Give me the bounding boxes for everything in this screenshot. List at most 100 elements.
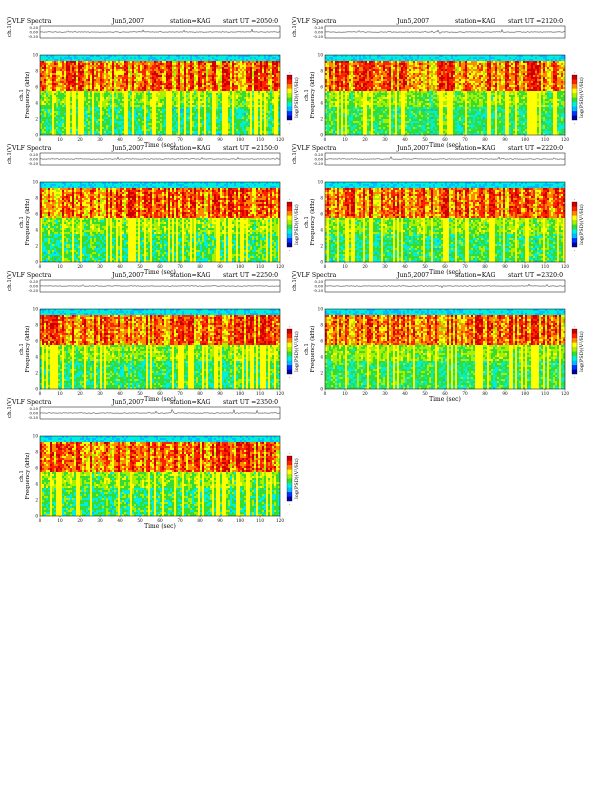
y-tick-label: 2 [320, 244, 323, 249]
x-tick-label: 30 [97, 137, 103, 142]
x-tick-label: 120 [561, 264, 569, 269]
spectrogram [325, 182, 566, 263]
panel-start-ut: start UT =2220:0 [508, 145, 563, 152]
y-tick-label: 2 [35, 117, 38, 122]
waveform-tick-label: 0.20 [315, 25, 324, 30]
x-tick-label: 30 [97, 391, 103, 396]
waveform-tick-label: 0.20 [315, 152, 324, 157]
panel-date: Jun5,2007 [396, 145, 429, 152]
waveform-trace [39, 284, 281, 288]
x-tick-label: 0 [39, 137, 42, 142]
panel-start-ut: start UT =2250:0 [223, 272, 278, 279]
waveform-tick-label: 0.20 [30, 279, 39, 284]
waveform-tick-label: 0.00 [315, 156, 324, 161]
colorbar-low-label: - [574, 248, 576, 253]
panel-start-ut: start UT =2150:0 [223, 145, 278, 152]
y-tick-label: 10 [318, 53, 324, 58]
x-tick-label: 10 [57, 264, 63, 269]
colorbar-high-label: - [289, 451, 291, 456]
waveform-tick-label: -0.20 [313, 161, 323, 166]
waveform-tick-label: -0.20 [28, 161, 38, 166]
x-tick-label: 10 [57, 391, 63, 396]
y-tick-label: 10 [33, 53, 39, 58]
y-tick-label: 4 [35, 482, 38, 487]
colorbar [286, 455, 293, 502]
colorbar [286, 201, 293, 248]
x-tick-label: 50 [137, 391, 143, 396]
spectrogram [325, 55, 566, 136]
waveform-ylabel: ch.1(V) [291, 17, 298, 37]
y-tick-label: 8 [320, 196, 323, 201]
y-tick-label: 4 [35, 101, 38, 106]
x-tick-label: 100 [236, 518, 244, 523]
y-tick-label: 10 [33, 434, 39, 439]
colorbar-low-label: - [574, 121, 576, 126]
x-tick-label: 100 [236, 137, 244, 142]
y-axis-label: Frequency (kHz) [24, 199, 31, 246]
x-axis-label: Time (sec) [144, 523, 176, 530]
x-tick-label: 0 [39, 518, 42, 523]
waveform-ylabel: ch.1(V) [6, 17, 13, 37]
x-tick-label: 100 [236, 391, 244, 396]
x-tick-label: 80 [197, 264, 203, 269]
waveform-ylabel: ch.1(V) [6, 398, 13, 418]
y-tick-label: 0 [35, 387, 38, 392]
x-tick-label: 30 [97, 264, 103, 269]
colorbar-label: log(PSD)(V²/Hz) [293, 458, 300, 499]
panel-start-ut: start UT =2120:0 [508, 18, 563, 25]
x-tick-label: 10 [342, 137, 348, 142]
x-tick-label: 0 [39, 264, 42, 269]
waveform-tick-label: 0.20 [30, 25, 39, 30]
colorbar-label: log(PSD)(V²/Hz) [293, 77, 300, 118]
x-tick-label: 10 [342, 264, 348, 269]
x-axis-label: Time (sec) [144, 269, 176, 276]
x-tick-label: 110 [256, 264, 264, 269]
spectrogram [40, 182, 281, 263]
colorbar-label: log(PSD)(V²/Hz) [578, 204, 585, 245]
waveform-trace [325, 29, 565, 34]
x-tick-label: 10 [57, 518, 63, 523]
panel-date: Jun5,2007 [111, 18, 144, 25]
x-tick-label: 80 [197, 137, 203, 142]
panel-station: station=KAG [170, 272, 211, 279]
y-tick-label: 6 [320, 212, 323, 217]
y-tick-label: 6 [35, 466, 38, 471]
x-tick-label: 80 [197, 518, 203, 523]
x-tick-label: 120 [561, 137, 569, 142]
x-tick-label: 0 [324, 264, 327, 269]
colorbar-low-label: - [289, 121, 291, 126]
y-tick-label: 0 [35, 260, 38, 265]
x-tick-label: 30 [382, 137, 388, 142]
x-tick-label: 70 [462, 137, 468, 142]
x-tick-label: 50 [422, 264, 428, 269]
y-tick-label: 8 [35, 69, 38, 74]
spectrogram [40, 55, 281, 136]
x-tick-label: 20 [77, 264, 83, 269]
waveform-tick-label: -0.20 [313, 34, 323, 39]
channel-label: ch.1 [19, 470, 25, 482]
panel-title: VLF Spectra [11, 18, 52, 25]
y-tick-label: 4 [320, 101, 323, 106]
x-tick-label: 20 [77, 518, 83, 523]
panel-date: Jun5,2007 [111, 399, 144, 406]
y-axis-label: Frequency (kHz) [24, 72, 31, 119]
x-tick-label: 90 [502, 264, 508, 269]
colorbar-label: log(PSD)(V²/Hz) [578, 77, 585, 118]
panel-title: VLF Spectra [296, 145, 337, 152]
y-tick-label: 2 [35, 498, 38, 503]
panel-title: VLF Spectra [296, 18, 337, 25]
x-tick-label: 20 [362, 264, 368, 269]
channel-label: ch.1 [19, 89, 25, 101]
y-tick-label: 0 [320, 133, 323, 138]
x-tick-label: 0 [39, 391, 42, 396]
x-axis-label: Time (sec) [144, 142, 176, 149]
x-tick-label: 70 [177, 391, 183, 396]
x-tick-label: 40 [117, 137, 123, 142]
y-tick-label: 0 [320, 260, 323, 265]
x-tick-label: 70 [177, 264, 183, 269]
x-tick-label: 30 [382, 264, 388, 269]
colorbar-label: log(PSD)(V²/Hz) [293, 204, 300, 245]
